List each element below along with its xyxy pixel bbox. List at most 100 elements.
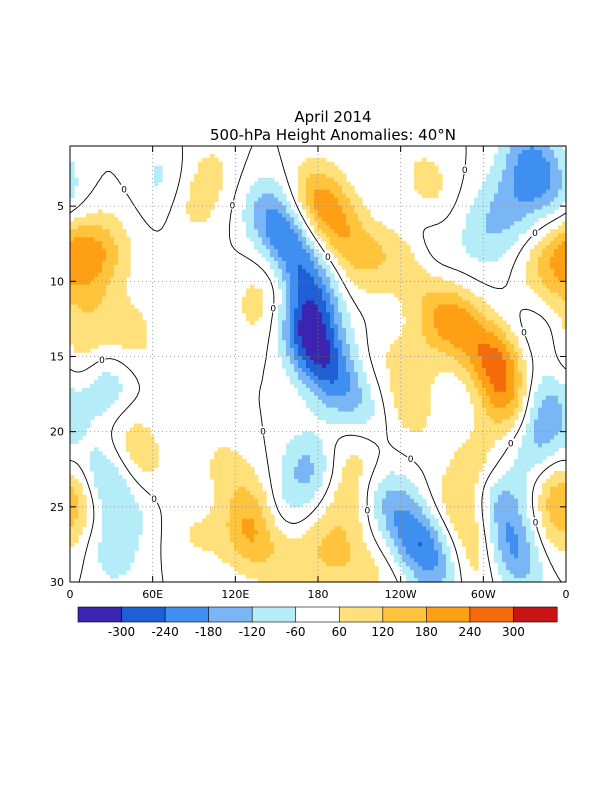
heatmap-cell: [154, 173, 159, 179]
heatmap-cell: [106, 316, 111, 321]
heatmap-cell: [338, 209, 343, 214]
heatmap-cell: [274, 185, 279, 191]
heatmap-cell: [562, 260, 567, 266]
heatmap-cell: [402, 490, 407, 496]
heatmap-cell: [458, 471, 463, 476]
heatmap-cell: [430, 308, 435, 314]
heatmap-cell: [390, 237, 395, 242]
heatmap-cell: [498, 221, 503, 226]
heatmap-cell: [214, 467, 219, 472]
heatmap-cell: [294, 474, 299, 480]
heatmap-cell: [338, 201, 343, 207]
heatmap-cell: [114, 328, 119, 333]
heatmap-cell: [142, 443, 147, 448]
heatmap-cell: [514, 486, 519, 492]
heatmap-cell: [494, 367, 499, 373]
heatmap-cell: [402, 308, 407, 314]
heatmap-cell: [458, 478, 463, 484]
heatmap-cell: [298, 272, 303, 278]
heatmap-cell: [314, 336, 319, 341]
heatmap-cell: [294, 260, 299, 266]
heatmap-cell: [450, 304, 455, 310]
heatmap-cell: [90, 284, 95, 290]
heatmap-cell: [134, 451, 139, 456]
heatmap-cell: [486, 332, 491, 337]
heatmap-cell: [378, 486, 383, 492]
heatmap-cell: [426, 276, 431, 282]
heatmap-cell: [542, 205, 547, 211]
heatmap-cell: [342, 344, 347, 349]
heatmap-cell: [406, 360, 411, 365]
heatmap-cell: [414, 161, 419, 167]
heatmap-cell: [346, 249, 351, 254]
heatmap-cell: [426, 395, 431, 401]
heatmap-cell: [546, 185, 551, 191]
heatmap-cell: [134, 459, 139, 464]
heatmap-cell: [406, 308, 411, 314]
heatmap-cell: [302, 455, 307, 460]
heatmap-cell: [282, 241, 287, 246]
heatmap-cell: [90, 276, 95, 282]
heatmap-cell: [302, 280, 307, 286]
heatmap-cell: [510, 181, 515, 187]
heatmap-cell: [354, 272, 359, 278]
heatmap-cell: [486, 225, 491, 230]
heatmap-cell: [562, 423, 567, 429]
heatmap-cell: [78, 407, 83, 413]
heatmap-cell: [98, 474, 103, 480]
heatmap-cell: [390, 233, 395, 238]
heatmap-cell: [114, 474, 119, 480]
heatmap-cell: [82, 427, 87, 432]
heatmap-cell: [418, 391, 423, 397]
heatmap-cell: [546, 193, 551, 199]
heatmap-cell: [514, 387, 519, 393]
heatmap-cell: [554, 181, 559, 187]
heatmap-cell: [318, 213, 323, 218]
heatmap-cell: [310, 292, 315, 298]
heatmap-cell: [494, 486, 499, 492]
heatmap-cell: [102, 403, 107, 409]
heatmap-cell: [298, 344, 303, 349]
heatmap-cell: [306, 498, 311, 504]
heatmap-cell: [474, 217, 479, 222]
heatmap-cell: [306, 459, 311, 464]
heatmap-cell: [470, 478, 475, 484]
heatmap-cell: [474, 241, 479, 246]
heatmap-cell: [386, 276, 391, 282]
heatmap-cell: [246, 474, 251, 480]
heatmap-cell: [122, 256, 127, 262]
heatmap-cell: [402, 348, 407, 353]
heatmap-cell: [438, 332, 443, 337]
heatmap-cell: [366, 260, 371, 266]
heatmap-cell: [442, 336, 447, 341]
heatmap-cell: [518, 165, 523, 171]
heatmap-cell: [142, 451, 147, 456]
heatmap-cell: [302, 367, 307, 373]
heatmap-cell: [366, 383, 371, 389]
heatmap-cell: [302, 340, 307, 345]
heatmap-cell: [502, 474, 507, 480]
heatmap-cell: [406, 494, 411, 500]
heatmap-cell: [250, 316, 255, 321]
heatmap-cell: [394, 478, 399, 484]
heatmap-cell: [534, 253, 539, 258]
heatmap-cell: [446, 478, 451, 484]
heatmap-cell: [314, 173, 319, 179]
heatmap-cell: [458, 284, 463, 290]
heatmap-cell: [538, 169, 543, 175]
heatmap-cell: [298, 328, 303, 333]
heatmap-cell: [154, 451, 159, 456]
heatmap-cell: [562, 387, 567, 393]
heatmap-cell: [502, 431, 507, 436]
heatmap-cell: [242, 490, 247, 496]
heatmap-cell: [406, 284, 411, 290]
heatmap-cell: [290, 221, 295, 226]
heatmap-cell: [398, 264, 403, 270]
heatmap-cell: [202, 181, 207, 187]
heatmap-cell: [474, 336, 479, 341]
heatmap-cell: [358, 379, 363, 385]
heatmap-cell: [466, 300, 471, 306]
heatmap-cell: [90, 221, 95, 226]
heatmap-cell: [294, 356, 299, 361]
heatmap-cell: [470, 375, 475, 381]
